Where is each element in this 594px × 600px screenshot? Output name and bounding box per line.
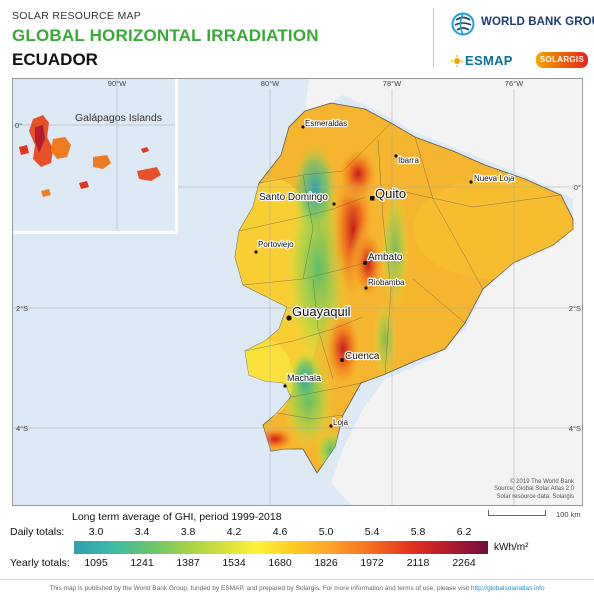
lon-tick-80w: 80°W [261, 79, 280, 88]
yearly-value: 1534 [222, 557, 246, 569]
daily-value: 3.8 [180, 526, 196, 538]
daily-value: 5.8 [410, 526, 426, 538]
city-label-ibarra: Ibarra [398, 156, 419, 165]
daily-value: 6.2 [456, 526, 472, 538]
city-label-loja: Loja [333, 418, 349, 427]
daily-value: 3.0 [88, 526, 104, 538]
country-name: ECUADOR [12, 50, 98, 69]
footer: This map is published by the World Bank … [0, 579, 594, 597]
map-subtitle: SOLAR RESOURCE MAP [12, 10, 142, 22]
legend: Long term average of GHI, period 1999-20… [0, 506, 594, 576]
yearly-totals-label: Yearly totals: [10, 557, 70, 569]
units-label: kWh/m² [494, 542, 529, 553]
inset-lat-tick: 0° [15, 121, 22, 130]
city-label-nueva-loja: Nueva Loja [474, 174, 515, 183]
daily-totals-label: Daily totals: [10, 526, 65, 538]
yearly-value: 2118 [406, 557, 430, 569]
map-canvas: 80°W 78°W 76°W 0° 2°S 2°S 4°S 4°S 90°W 0… [13, 79, 582, 505]
city-label-ambato: Ambato [368, 252, 403, 263]
copyright-line: © 2019 The World Bank [510, 478, 574, 485]
esmap-text: ESMAP [465, 53, 513, 68]
lon-tick-76w: 76°W [505, 79, 524, 88]
yearly-value: 1241 [130, 557, 154, 569]
city-label-santo-domingo: Santo Domingo [259, 192, 328, 203]
daily-value: 5.4 [364, 526, 380, 538]
city-label-riobamba: Riobamba [368, 278, 405, 287]
city-label-cuenca: Cuenca [345, 351, 380, 362]
footer-link[interactable]: http://globalsolaratlas.info [470, 585, 545, 592]
yearly-value: 1387 [176, 557, 200, 569]
solargis-logo: SOLARGIS [536, 52, 588, 68]
city-label-esmeraldas: Esmeraldas [305, 119, 347, 128]
daily-value: 5.0 [318, 526, 334, 538]
color-scale-bar [74, 541, 488, 554]
ghi-map: 80°W 78°W 76°W 0° 2°S 2°S 4°S 4°S 90°W 0… [12, 78, 583, 506]
legend-title: Long term average of GHI, period 1999-20… [72, 511, 282, 523]
daily-value: 3.4 [134, 526, 150, 538]
yearly-value: 1095 [84, 557, 108, 569]
lat-tick-2s-right: 2°S [569, 304, 581, 313]
city-label-machala: Machala [287, 373, 321, 383]
lat-tick-0: 0° [574, 183, 581, 192]
map-title: GLOBAL HORIZONTAL IRRADIATION [12, 26, 319, 45]
daily-value: 4.2 [226, 526, 242, 538]
lat-tick-2s-left: 2°S [16, 304, 28, 313]
city-markers [254, 125, 473, 428]
inset-galapagos: 90°W 0° [13, 79, 178, 234]
scale-bar [488, 510, 546, 516]
copyright-line: Source: Global Solar Atlas 2.0 [493, 486, 574, 492]
copyright-line: Solar resource data: Solargis [496, 493, 574, 500]
neighbor-countries [331, 79, 582, 505]
graticule [13, 89, 573, 505]
yearly-value: 1972 [360, 557, 384, 569]
yearly-value: 2264 [452, 557, 476, 569]
globe-icon [451, 12, 475, 36]
sun-icon [451, 55, 463, 67]
yearly-value: 1680 [268, 557, 292, 569]
world-bank-text: WORLD BANK GROUP [481, 16, 594, 28]
header: SOLAR RESOURCE MAP GLOBAL HORIZONTAL IRR… [0, 0, 594, 76]
lon-tick-78w: 78°W [383, 79, 402, 88]
lat-tick-4s-left: 4°S [16, 424, 28, 433]
solargis-text: SOLARGIS [539, 55, 585, 64]
yearly-value: 1826 [314, 557, 338, 569]
scale-label: 100 km [556, 510, 581, 519]
header-divider [433, 8, 434, 68]
lat-tick-4s-right: 4°S [569, 424, 581, 433]
province-borders [238, 122, 562, 420]
city-labels: Esmeraldas Ibarra Quito Nueva Loja Santo… [257, 118, 516, 428]
world-bank-logo: WORLD BANK GROUP [451, 10, 594, 38]
inset-lon-tick: 90°W [108, 79, 127, 88]
city-label-portoviejo: Portoviejo [258, 240, 294, 249]
inset-label: Galápagos Islands [75, 112, 162, 124]
footer-text: This map is published by the World Bank … [49, 585, 470, 592]
city-label-guayaquil: Guayaquil [292, 304, 351, 319]
esmap-logo: ESMAP [451, 52, 526, 70]
city-label-quito: Quito [375, 186, 406, 201]
map-copyright: © 2019 The World Bank Source: Global Sol… [494, 479, 574, 502]
daily-value: 4.6 [272, 526, 288, 538]
